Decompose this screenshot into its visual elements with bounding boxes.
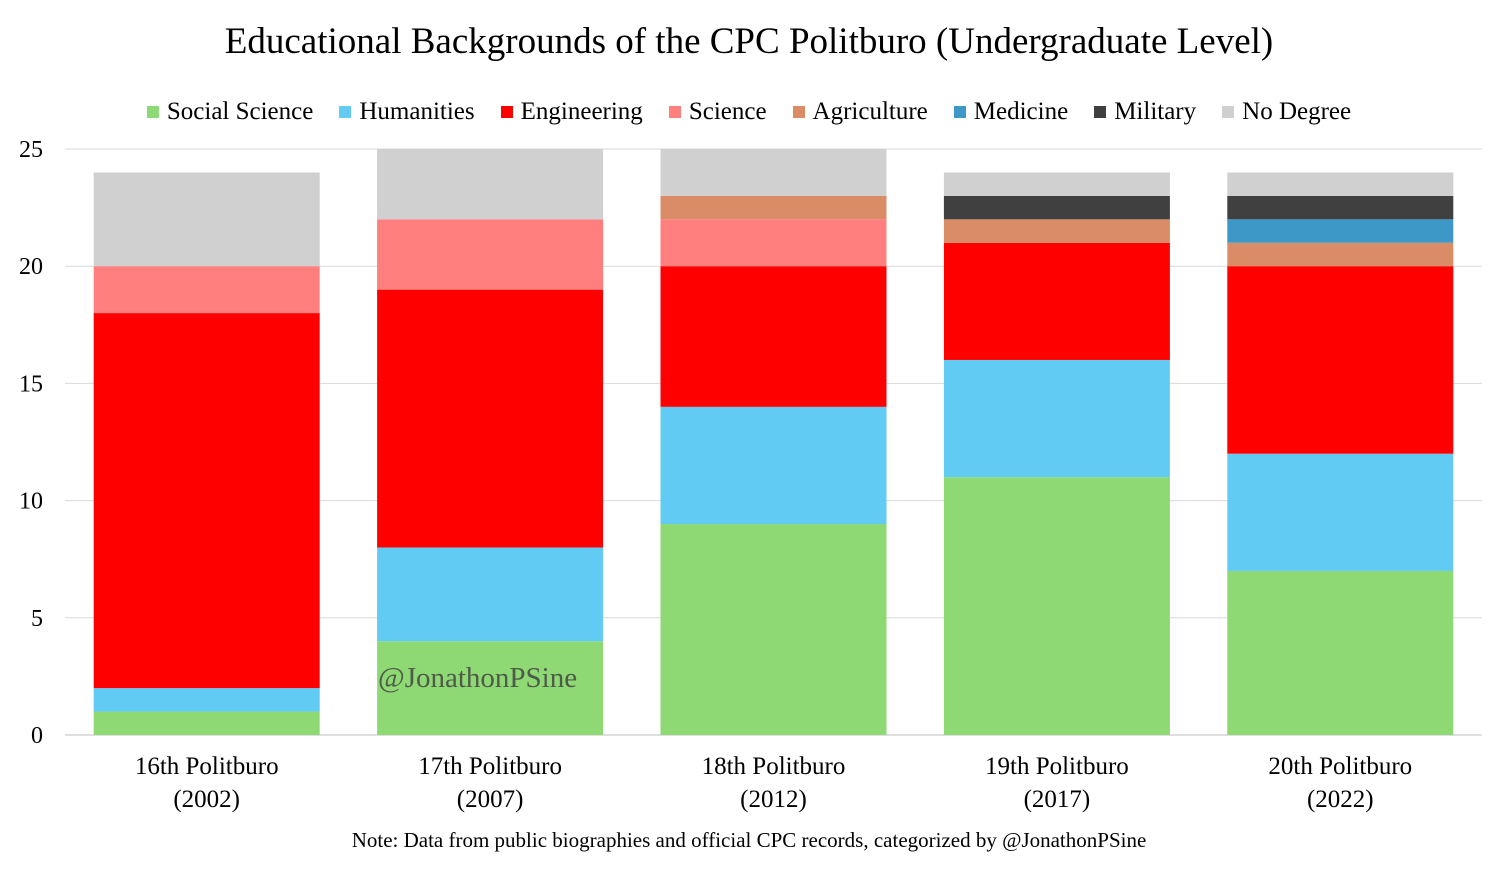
legend-swatch: [668, 106, 681, 118]
legend-label: Humanities: [359, 98, 475, 125]
chart-title: Educational Backgrounds of the CPC Polit…: [224, 21, 1274, 62]
bar-segment-social-science: [943, 477, 1170, 735]
legend-item: Science: [668, 98, 767, 126]
legend-swatch: [953, 106, 966, 118]
legend-label: Social Science: [166, 98, 314, 125]
bar-segment-medicine: [1227, 219, 1454, 243]
y-tick-label: 15: [19, 371, 43, 397]
bar-segment-science: [660, 219, 887, 267]
bar-segment-humanities: [660, 406, 887, 525]
x-tick-label: 20th Politburo: [1268, 753, 1412, 780]
bar-segment-no-degree: [943, 172, 1170, 196]
legend-label: Engineering: [520, 98, 643, 125]
bar-segment-agriculture: [1227, 242, 1454, 267]
x-tick-label-year: (2012): [740, 786, 807, 813]
bar-segment-military: [943, 195, 1170, 220]
bar-segment-agriculture: [660, 195, 887, 220]
bar-segment-social-science: [377, 641, 604, 735]
x-tick-label: 16th Politburo: [135, 753, 279, 780]
legend-label: Medicine: [973, 98, 1069, 125]
bar-segment-engineering: [93, 313, 320, 689]
legend-label: Military: [1114, 98, 1197, 125]
x-tick-label: 19th Politburo: [985, 753, 1129, 780]
bar-segment-science: [377, 219, 604, 290]
bar-segment-engineering: [377, 289, 604, 548]
legend-item: Engineering: [500, 98, 643, 126]
legend-label: Agriculture: [812, 98, 928, 125]
legend-swatch: [1222, 106, 1235, 118]
y-tick-label: 25: [19, 137, 43, 163]
bar-segment-social-science: [1227, 570, 1454, 735]
x-tick-label: 17th Politburo: [418, 753, 562, 780]
bar-segment-social-science: [93, 711, 320, 735]
legend: Social Science Humanities Engineering Scien…: [0, 98, 1498, 126]
legend-swatch: [500, 106, 513, 118]
bar-segment-engineering: [943, 242, 1170, 360]
x-tick-label-year: (2007): [457, 786, 524, 813]
y-tick-label: 0: [31, 723, 43, 749]
legend-label: Science: [688, 98, 767, 125]
bar-segment-no-degree: [377, 149, 604, 220]
y-tick-label: 10: [19, 489, 43, 515]
legend-item: Agriculture: [792, 98, 928, 126]
bar-segment-no-degree: [1227, 172, 1454, 196]
legend-item: No Degree: [1222, 98, 1351, 126]
legend-item: Social Science: [146, 98, 314, 126]
bar-segment-engineering: [660, 266, 887, 407]
x-tick-label-year: (2002): [173, 786, 240, 813]
legend-swatch: [792, 106, 805, 118]
bar-segment-military: [1227, 195, 1454, 220]
bar-segment-humanities: [93, 688, 320, 712]
legend-label: No Degree: [1242, 98, 1352, 125]
legend-swatch: [146, 106, 159, 118]
legend-swatch: [1094, 106, 1107, 118]
legend-item: Military: [1094, 98, 1196, 126]
legend-item: Medicine: [953, 98, 1069, 126]
bar-segment-social-science: [660, 524, 887, 735]
x-tick-label-year: (2022): [1307, 786, 1374, 813]
bar-segment-humanities: [377, 547, 604, 642]
legend-item: Humanities: [339, 98, 475, 126]
x-tick-label: 18th Politburo: [702, 753, 846, 780]
bar-segment-humanities: [943, 359, 1170, 478]
bar-segment-agriculture: [943, 219, 1170, 243]
y-tick-label: 5: [31, 606, 43, 632]
bar-segment-science: [93, 266, 320, 314]
bar-segment-no-degree: [93, 172, 320, 267]
chart-note: Note: Data from public biographies and o…: [351, 828, 1147, 852]
x-tick-label-year: (2017): [1024, 786, 1091, 813]
bar-segment-humanities: [1227, 453, 1454, 571]
bar-segment-no-degree: [660, 149, 887, 196]
legend-swatch: [339, 106, 352, 118]
bar-segment-engineering: [1227, 266, 1454, 454]
watermark: @JonathonPSine: [378, 662, 578, 694]
y-tick-label: 20: [19, 254, 43, 280]
